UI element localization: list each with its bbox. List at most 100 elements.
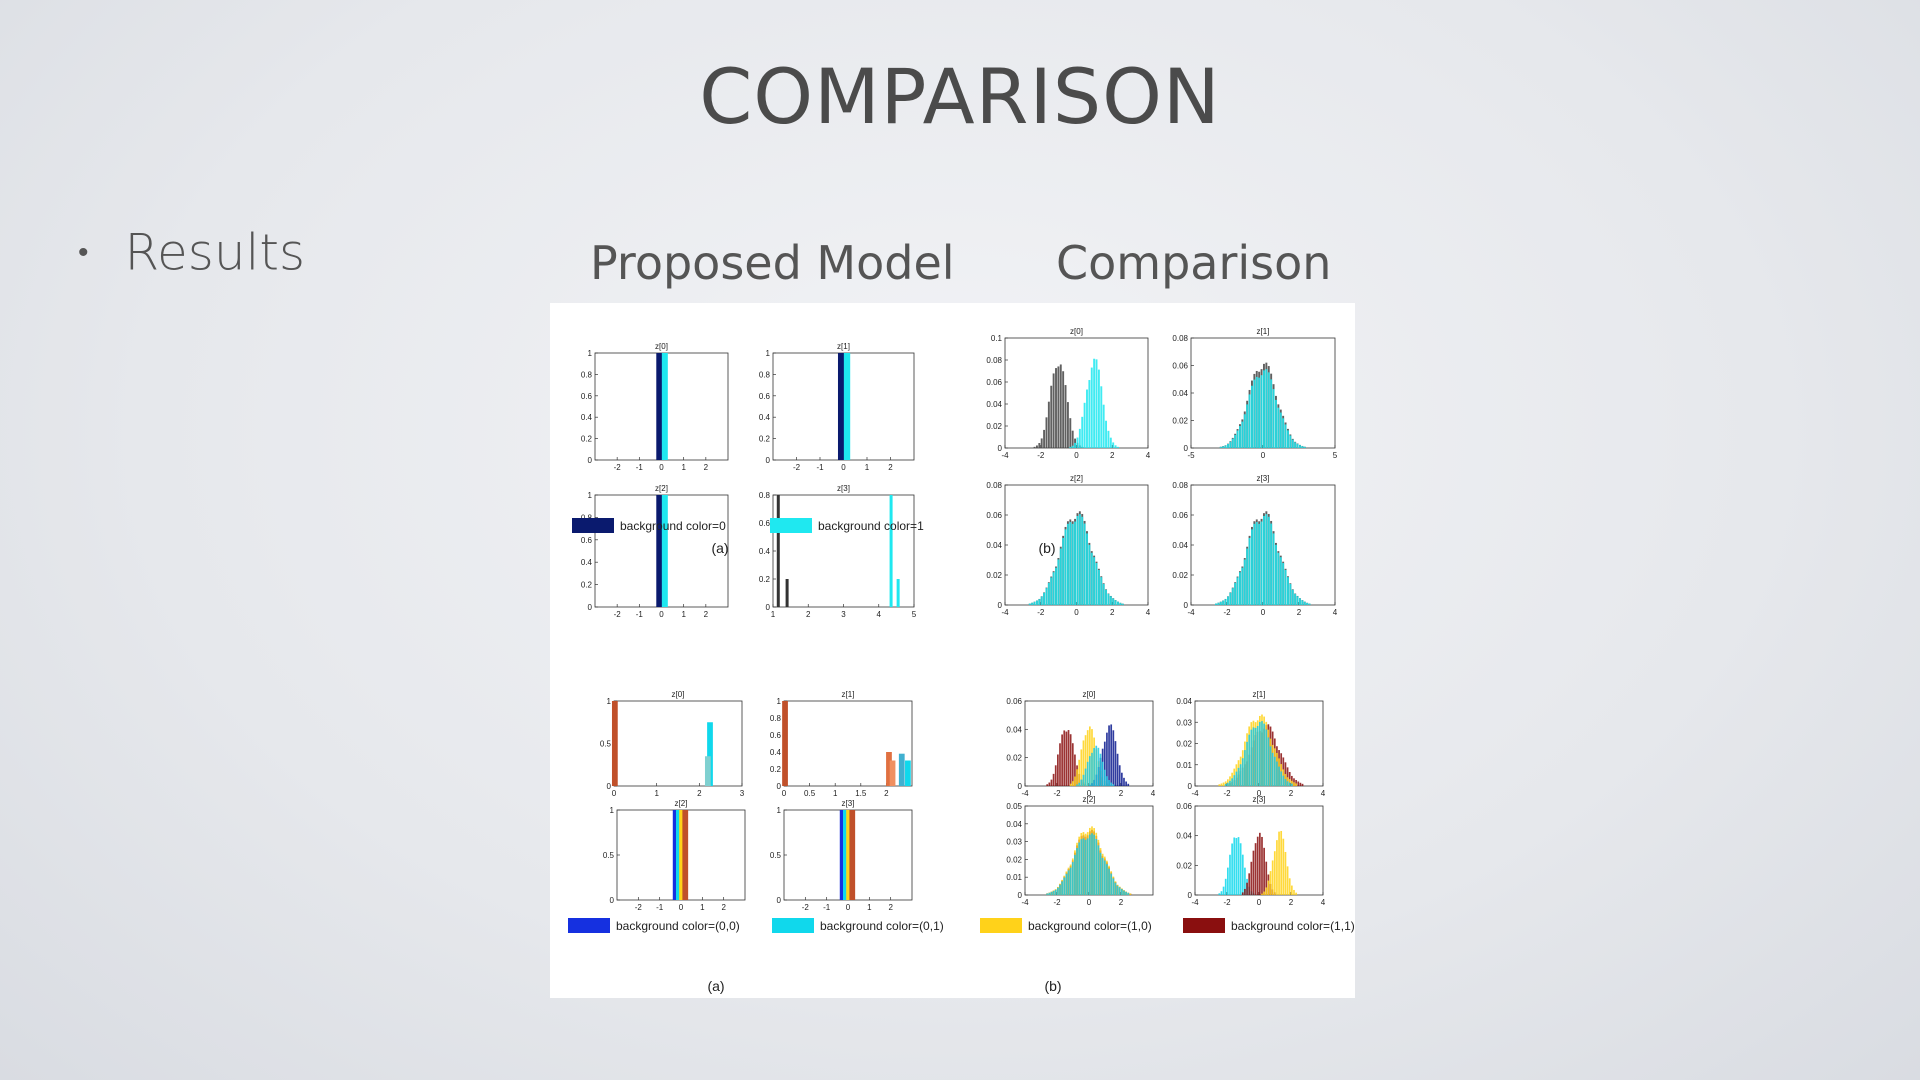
x-tick-label: 2 (704, 463, 709, 472)
y-tick-label: 0.4 (581, 558, 593, 567)
histogram-bar (1248, 537, 1251, 605)
histogram-bar (1231, 588, 1234, 605)
histogram-bar (1125, 781, 1127, 786)
y-tick-label: 0.05 (1006, 802, 1022, 811)
histogram-bar (1063, 877, 1066, 895)
histogram-bar (1097, 747, 1100, 786)
histogram-bar (1110, 724, 1113, 786)
legend-label: background color=(1,1) (1231, 919, 1355, 933)
histogram-bar (1038, 599, 1041, 605)
x-tick-label: -5 (1187, 451, 1195, 460)
bar (704, 756, 711, 786)
histogram-bar (1236, 577, 1239, 605)
y-tick-label: 0.04 (986, 400, 1002, 409)
histogram-bar (1040, 596, 1043, 605)
subplot-title: z[0] (672, 690, 685, 699)
histogram-bar (1276, 840, 1278, 895)
histogram-bar (1046, 784, 1049, 786)
histogram-bar (1265, 729, 1268, 786)
histogram-bar (1071, 523, 1074, 605)
histogram-bar (1050, 779, 1053, 786)
histogram-bar (1222, 782, 1225, 786)
histogram-bar (1273, 851, 1276, 895)
subplot-title: z[0] (1083, 690, 1096, 699)
subplot-title: z[1] (1257, 327, 1270, 336)
histogram-bar (1251, 385, 1253, 448)
subplot-title: z[2] (675, 799, 688, 808)
histogram-bar (1127, 892, 1130, 895)
histogram-bar (1220, 891, 1223, 895)
y-tick-label: 0.8 (770, 714, 782, 723)
histogram-bar (1260, 521, 1263, 605)
histogram-bar (1112, 730, 1115, 786)
histogram-bar (1106, 776, 1108, 786)
legend-label: background color=(0,1) (820, 919, 944, 933)
histogram-bar (1076, 769, 1078, 786)
subplot: z[1]-5 0 500.020.040.060.08 (1172, 327, 1337, 460)
histogram-bar (1284, 851, 1287, 895)
histogram-bar (1065, 873, 1068, 895)
histogram-bar (1234, 434, 1237, 448)
x-tick-label: 2 (806, 610, 811, 619)
subplot: z[1] 0 0.5 1 1.5 2 0 0.2 0.4 0.6 0.8 1 (770, 690, 913, 798)
histogram-bar (1265, 369, 1268, 448)
histogram-bar (1308, 603, 1311, 605)
histogram-bar (1293, 782, 1295, 786)
x-tick-label: -2 (802, 903, 810, 912)
histogram-bar (1253, 523, 1256, 605)
histogram-bar (1090, 552, 1093, 605)
histogram-bar (1280, 771, 1283, 786)
bar (843, 353, 851, 460)
histogram-bar (1235, 771, 1238, 786)
histogram-bar (1083, 402, 1086, 448)
histogram-bar (1121, 603, 1124, 605)
histogram-bar (1246, 882, 1248, 895)
histogram-bar (1270, 523, 1273, 605)
y-tick-label: 0.02 (1176, 861, 1192, 870)
subplot: z[2] -4 -2 0 2 0 0.01 0.02 0.03 0.04 0.05 (1006, 795, 1154, 907)
histogram-bar (1256, 836, 1259, 895)
subplot: z[2] -2 -1 0 1 2 0 0.2 0.4 0.6 0.8 1 (581, 484, 729, 619)
x-tick-label: 1 (771, 610, 776, 619)
bar (846, 810, 852, 900)
histogram-bar (1046, 893, 1049, 895)
legend-swatch (980, 918, 1022, 933)
subplot-title: z[3] (1253, 795, 1266, 804)
histogram-bar (1099, 852, 1102, 895)
histogram-bar (1100, 577, 1103, 605)
x-tick-label: 0 (1087, 898, 1092, 907)
legend-swatch (568, 918, 610, 933)
y-tick-label: 0.6 (581, 392, 593, 401)
x-tick-label: 0 (846, 903, 851, 912)
histogram-bar (1123, 777, 1125, 786)
x-tick-label: 3 (841, 610, 846, 619)
histogram-bar (1076, 784, 1078, 786)
histogram-bar (1127, 783, 1130, 786)
histogram-bar (1059, 548, 1062, 605)
histogram-bar (1102, 583, 1105, 605)
histogram-bar (1219, 601, 1222, 605)
histogram-bar (1097, 845, 1100, 895)
x-tick-label: 0 (1257, 898, 1262, 907)
y-tick-label: 0.02 (1006, 754, 1022, 763)
subplot: z[3] -4 -2 0 2 4 0 0.02 0.04 0.06 (1176, 795, 1325, 907)
subplot: z[3] -4 -2 0 2 4 0 0.02 0.04 0.06 0.08 (1172, 474, 1337, 617)
axes-frame (613, 700, 743, 787)
histogram-bar (1071, 781, 1074, 786)
histogram-bar (1288, 779, 1291, 786)
bar (776, 495, 780, 607)
histogram-bar (1066, 402, 1069, 448)
histogram-bar (1284, 779, 1287, 786)
histogram-bar (1052, 373, 1055, 448)
subplot: z[3] -2 -1 0 1 2 0 0.5 1 (770, 799, 913, 912)
histogram-bar (1110, 782, 1113, 786)
histogram-bar (1250, 729, 1253, 786)
y-tick-label: 0.06 (1172, 511, 1188, 520)
histogram-bar (1061, 734, 1063, 786)
y-tick-label: 0.4 (581, 413, 593, 422)
histogram-bar (1117, 601, 1119, 605)
histogram-bar (1233, 775, 1236, 786)
histogram-bar (1076, 437, 1079, 448)
histogram-bar (1218, 784, 1221, 786)
y-tick-label: 0.06 (986, 378, 1002, 387)
